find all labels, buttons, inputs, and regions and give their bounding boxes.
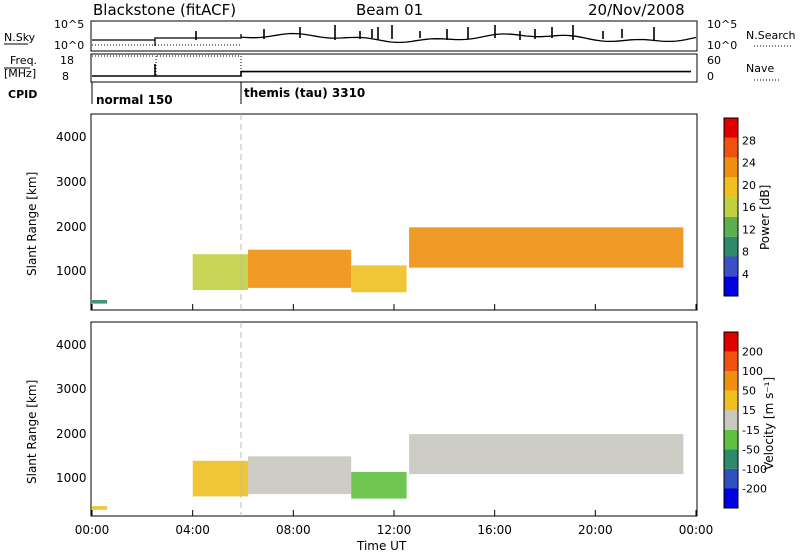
freq-panel-frame: [90, 53, 698, 83]
xtick-label-6: 00:00: [679, 523, 714, 537]
power-colorbar-swatch-2: [724, 236, 738, 257]
power-colorbar-tick-3: 16: [742, 201, 756, 214]
power-colorbar-tick-6: 4: [742, 268, 749, 281]
velocity-colorbar-swatch-2: [724, 449, 738, 469]
power-colorbar-frame: [723, 117, 739, 297]
velocity-colorbar-tick-0: 200: [742, 346, 763, 359]
velocity-region-4: [409, 434, 684, 475]
velocity-heatmap: [92, 434, 684, 510]
velocity-colorbar-tick-3: 15: [742, 404, 756, 417]
xtick-label-0: 00:00: [75, 523, 110, 537]
velocity-colorbar: 200 100 50 15 -15 -50 -100 -200: [723, 331, 767, 509]
xtick-label-2: 08:00: [276, 523, 311, 537]
freq-tick-bottom: 8: [62, 70, 69, 83]
velocity-region-0: [92, 506, 108, 510]
freq-trace: [92, 64, 691, 77]
power-region-0: [92, 300, 108, 304]
nsky-label: N.Sky: [4, 31, 36, 44]
nsearch-tick-top: 10^5: [707, 18, 737, 31]
velocity-colorbar-swatch-0: [724, 488, 738, 508]
velocity-colorbar-tick-2: 50: [742, 385, 756, 398]
power-region-1: [192, 254, 249, 291]
power-ytick-4000: 4000: [56, 130, 87, 144]
power-region-4: [409, 227, 684, 268]
nave-tick-top: 60: [707, 54, 721, 67]
velocity-colorbar-frame: [723, 331, 739, 509]
xtick-label-1: 04:00: [175, 523, 210, 537]
cpid-segment-1: normal 150: [96, 93, 173, 107]
velocity-colorbar-swatch-6: [724, 371, 738, 391]
power-colorbar-tick-1: 24: [742, 157, 756, 170]
nave-trace: [92, 55, 242, 75]
velocity-colorbar-tick-7: -200: [742, 482, 767, 495]
velocity-colorbar-tick-4: -15: [742, 424, 760, 437]
xtick-label-5: 20:00: [578, 523, 613, 537]
velocity-ylabel: Slant Range [km]: [25, 380, 39, 484]
power-colorbar-swatch-0: [724, 276, 738, 296]
velocity-colorbar-tick-1: 100: [742, 365, 763, 378]
velocity-colorbar-swatch-4: [724, 410, 738, 430]
velocity-colorbar-swatch-5: [724, 390, 738, 411]
xtick-label-3: 12:00: [377, 523, 412, 537]
cpid-label: CPID: [8, 88, 37, 101]
nave-tick-bottom: 0: [707, 70, 714, 83]
power-ytick-3000: 3000: [56, 175, 87, 189]
velocity-colorbar-tick-5: -50: [742, 443, 760, 456]
velocity-region-1: [192, 460, 249, 497]
power-colorbar: 28 24 20 16 12 8 4: [723, 117, 756, 297]
nsky-panel-frame: [90, 20, 698, 52]
nsky-tick-top: 10^5: [54, 18, 84, 31]
xlabel: Time UT: [356, 539, 407, 553]
velocity-ytick-4000: 4000: [56, 338, 87, 352]
power-ytick-1000: 1000: [56, 264, 87, 278]
power-colorbar-swatch-6: [724, 157, 738, 178]
velocity-ytick-1000: 1000: [56, 471, 87, 485]
power-region-3: [351, 265, 407, 293]
power-colorbar-tick-2: 20: [742, 179, 756, 192]
nsearch-tick-bottom: 10^0: [707, 39, 737, 52]
power-colorbar-swatch-4: [724, 197, 738, 217]
power-colorbar-swatch-8: [724, 118, 738, 138]
beam-label: Beam 01: [356, 1, 423, 19]
power-colorbar-label: Power [dB]: [758, 185, 772, 250]
velocity-region-3: [351, 471, 407, 499]
velocity-colorbar-swatch-1: [724, 468, 738, 489]
power-colorbar-tick-0: 28: [742, 134, 756, 147]
power-colorbar-swatch-5: [724, 177, 738, 198]
freq-tick-top: 18: [60, 54, 74, 67]
velocity-region-2: [248, 456, 352, 495]
nsky-trace: [92, 32, 697, 46]
power-ylabel: Slant Range [km]: [25, 172, 39, 276]
power-ytick-2000: 2000: [56, 220, 87, 234]
velocity-colorbar-swatch-7: [724, 351, 738, 372]
velocity-colorbar-label: Velocity [m s⁻¹]: [762, 377, 776, 470]
power-colorbar-tick-4: 12: [742, 223, 756, 236]
velocity-colorbar-tick-6: -100: [742, 463, 767, 476]
power-colorbar-swatch-7: [724, 137, 738, 158]
power-colorbar-swatch-1: [724, 256, 738, 277]
cpid-segment-2: themis (tau) 3310: [244, 86, 365, 100]
time-axis: 00:00 04:00 08:00 12:00 16:00 20:00 00:00: [75, 304, 714, 537]
power-heatmap: [92, 227, 684, 304]
plot-title: Blackstone (fitACF): [93, 1, 236, 19]
power-colorbar-swatch-3: [724, 216, 738, 237]
nsearch-label: N.Search: [746, 29, 796, 42]
nave-label: Nave: [746, 62, 774, 75]
freq-label: Freq.: [10, 54, 37, 67]
velocity-ytick-3000: 3000: [56, 382, 87, 396]
velocity-colorbar-swatch-8: [724, 332, 738, 352]
freq-unit-label: [MHz]: [4, 67, 36, 80]
xtick-label-4: 16:00: [477, 523, 512, 537]
velocity-colorbar-swatch-3: [724, 429, 738, 450]
velocity-ytick-2000: 2000: [56, 427, 87, 441]
power-region-2: [248, 249, 352, 288]
nsky-spikes: [195, 25, 655, 40]
nsky-tick-bottom: 10^0: [54, 39, 84, 52]
power-colorbar-tick-5: 8: [742, 246, 749, 259]
date-label: 20/Nov/2008: [588, 1, 685, 19]
